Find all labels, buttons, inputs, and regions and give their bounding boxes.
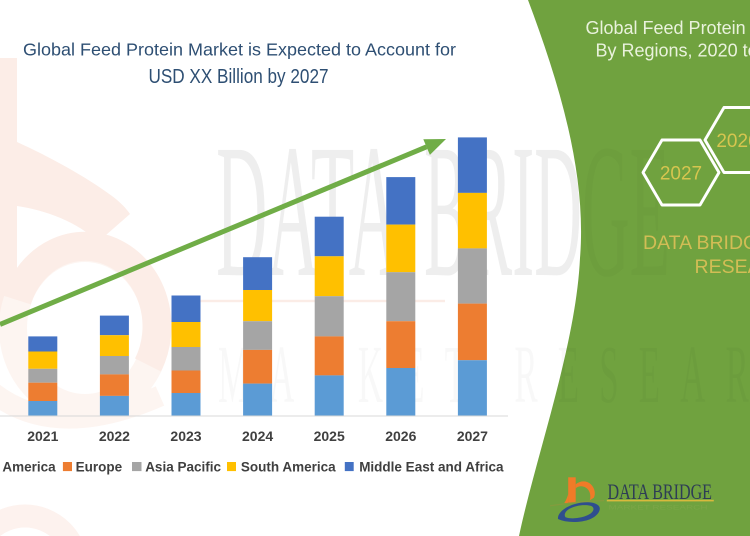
svg-text:DATA BRIDGE: DATA BRIDGE: [643, 232, 750, 254]
svg-text:America: America: [2, 460, 56, 475]
svg-text:Asia Pacific: Asia Pacific: [145, 460, 221, 475]
svg-text:Europe: Europe: [76, 460, 123, 475]
svg-text:2027: 2027: [660, 164, 702, 185]
svg-text:2026: 2026: [385, 428, 416, 444]
svg-text:By Regions, 2020 to 2027: By Regions, 2020 to 2027: [596, 40, 750, 60]
svg-text:Global Feed Protein Market is: Global Feed Protein Market is Expected t…: [23, 39, 456, 59]
svg-text:South America: South America: [241, 460, 336, 475]
svg-text:RESEARCH: RESEARCH: [695, 256, 750, 278]
svg-text:Middle East and Africa: Middle East and Africa: [359, 460, 504, 475]
svg-text:2021: 2021: [27, 428, 58, 444]
svg-text:2025: 2025: [314, 428, 345, 444]
svg-text:2026: 2026: [716, 131, 750, 152]
svg-text:DATA BRIDGE: DATA BRIDGE: [608, 479, 713, 504]
svg-text:2023: 2023: [170, 428, 201, 444]
svg-text:MARKET RESEARCH: MARKET RESEARCH: [609, 504, 708, 511]
svg-text:USD XX Billion by 2027: USD XX Billion by 2027: [149, 66, 329, 88]
svg-text:2024: 2024: [242, 428, 273, 444]
svg-text:Global Feed Protein Market: Global Feed Protein Market: [586, 18, 750, 38]
svg-text:2022: 2022: [99, 428, 130, 444]
svg-text:2027: 2027: [457, 428, 488, 444]
